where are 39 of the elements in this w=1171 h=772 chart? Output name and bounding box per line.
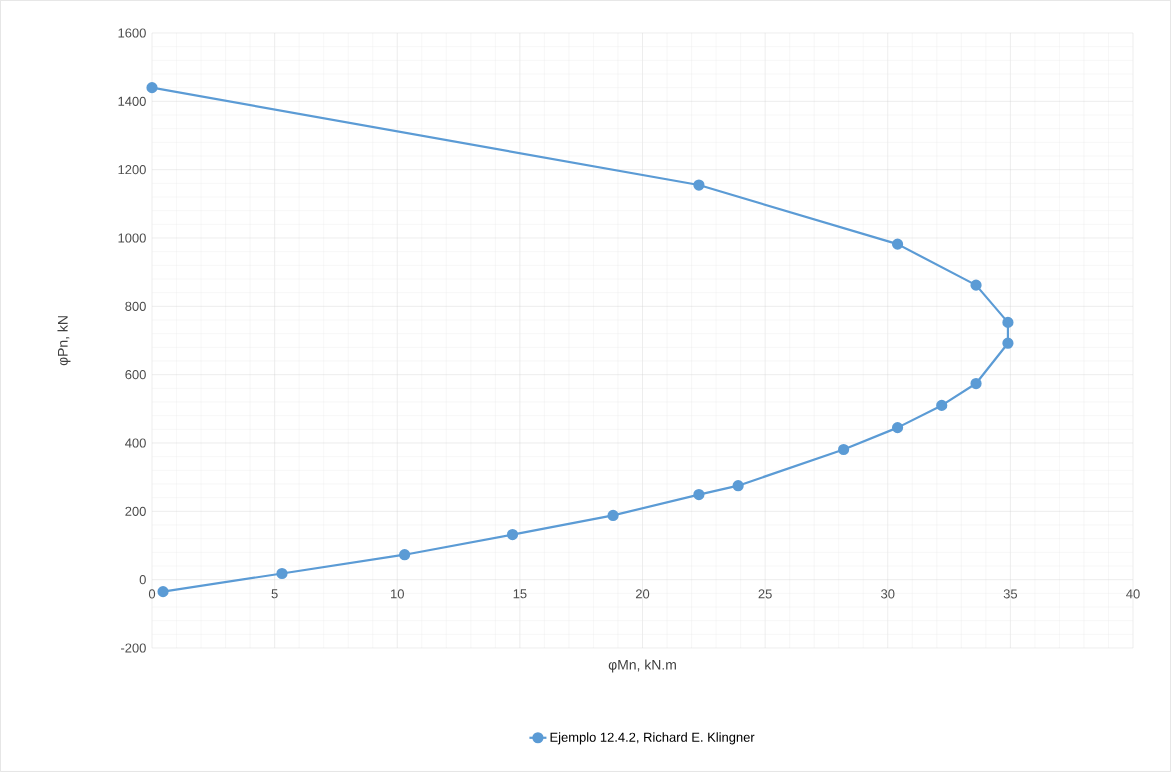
point: [970, 279, 982, 291]
x-tick-label: 15: [513, 589, 527, 599]
x-axis-title: φMn, kN.m: [608, 659, 676, 673]
x-tick-label: 25: [758, 589, 772, 599]
y-tick-label: 1600: [118, 28, 146, 38]
y-tick-label: 1000: [118, 233, 146, 243]
y-tick-label: -200: [121, 643, 146, 653]
point: [732, 480, 744, 492]
y-tick-label: 600: [125, 370, 146, 380]
point: [891, 238, 904, 250]
y-tick-label: 200: [125, 506, 146, 516]
y-tick-label: 1200: [118, 165, 146, 175]
x-tick-label: 35: [1003, 589, 1018, 599]
y-tick-label: 800: [125, 301, 146, 311]
point: [693, 179, 705, 191]
point: [607, 509, 619, 522]
point: [891, 422, 904, 434]
point: [693, 488, 705, 501]
point: [970, 377, 982, 390]
point: [1002, 316, 1014, 328]
point: [276, 567, 288, 580]
x-tick-label: 30: [881, 589, 895, 599]
x-tick-label: 0: [148, 589, 156, 599]
y-axis-title: φPn, kN: [57, 316, 71, 366]
point: [506, 528, 519, 541]
y-tick-label: 0: [139, 575, 146, 585]
point: [936, 399, 948, 411]
point: [399, 549, 411, 561]
point: [1002, 337, 1014, 349]
legend-label: Ejemplo 12.4.2, Richard E. Klingner: [550, 732, 755, 745]
y-tick-label: 1400: [118, 96, 146, 106]
x-tick-label: 20: [635, 589, 650, 599]
point: [838, 443, 850, 456]
y-tick-label: 400: [125, 438, 146, 448]
x-tick-label: 10: [391, 589, 404, 599]
x-tick-label: 40: [1126, 589, 1140, 599]
point: [157, 586, 169, 598]
point: [146, 82, 158, 94]
x-tick-label: 5: [271, 589, 278, 599]
